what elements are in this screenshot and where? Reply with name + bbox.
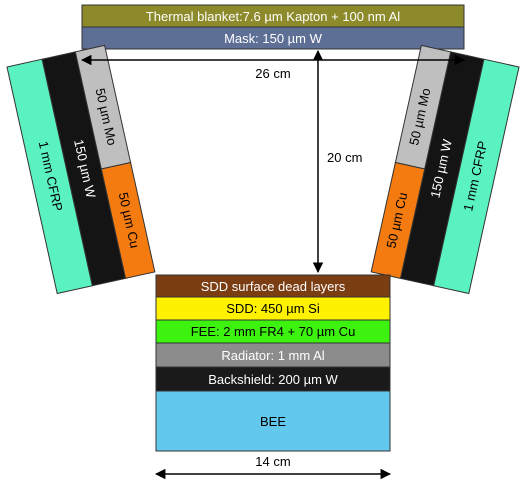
sdd-label: SDD: 450 µm Si (226, 301, 320, 316)
bee-layer (155, 390, 391, 452)
left-wall: 1 mm CFRP 150 µm W 50 µm Mo 50 µm Cu (6, 44, 156, 295)
radiator-layer (155, 342, 391, 368)
left-cu-layer (100, 161, 156, 279)
height-label: 20 cm (327, 150, 362, 165)
bee-label: BEE (260, 414, 286, 429)
mask-label: Mask: 150 µm W (224, 31, 323, 46)
detector-stack: SDD surface dead layers SDD: 450 µm Si F… (155, 274, 391, 452)
dimensions: 26 cm 20 cm 14 cm (80, 49, 466, 480)
dead-layers-label: SDD surface dead layers (201, 279, 346, 294)
right-wall: 1 mm CFRP 150 µm W 50 µm Mo 50 µm Cu (370, 44, 520, 295)
fee-label: FEE: 2 mm FR4 + 70 µm Cu (191, 324, 356, 339)
top-layers: Thermal blanket:7.6 µm Kapton + 100 nm A… (81, 4, 465, 50)
backshield-layer (155, 366, 391, 392)
mask-layer (81, 26, 465, 50)
width-bottom-label: 14 cm (255, 454, 290, 469)
radiator-label: Radiator: 1 mm Al (221, 348, 324, 363)
thermal-blanket-label: Thermal blanket:7.6 µm Kapton + 100 nm A… (146, 9, 400, 24)
width-top-label: 26 cm (255, 66, 290, 81)
backshield-label: Backshield: 200 µm W (208, 372, 338, 387)
